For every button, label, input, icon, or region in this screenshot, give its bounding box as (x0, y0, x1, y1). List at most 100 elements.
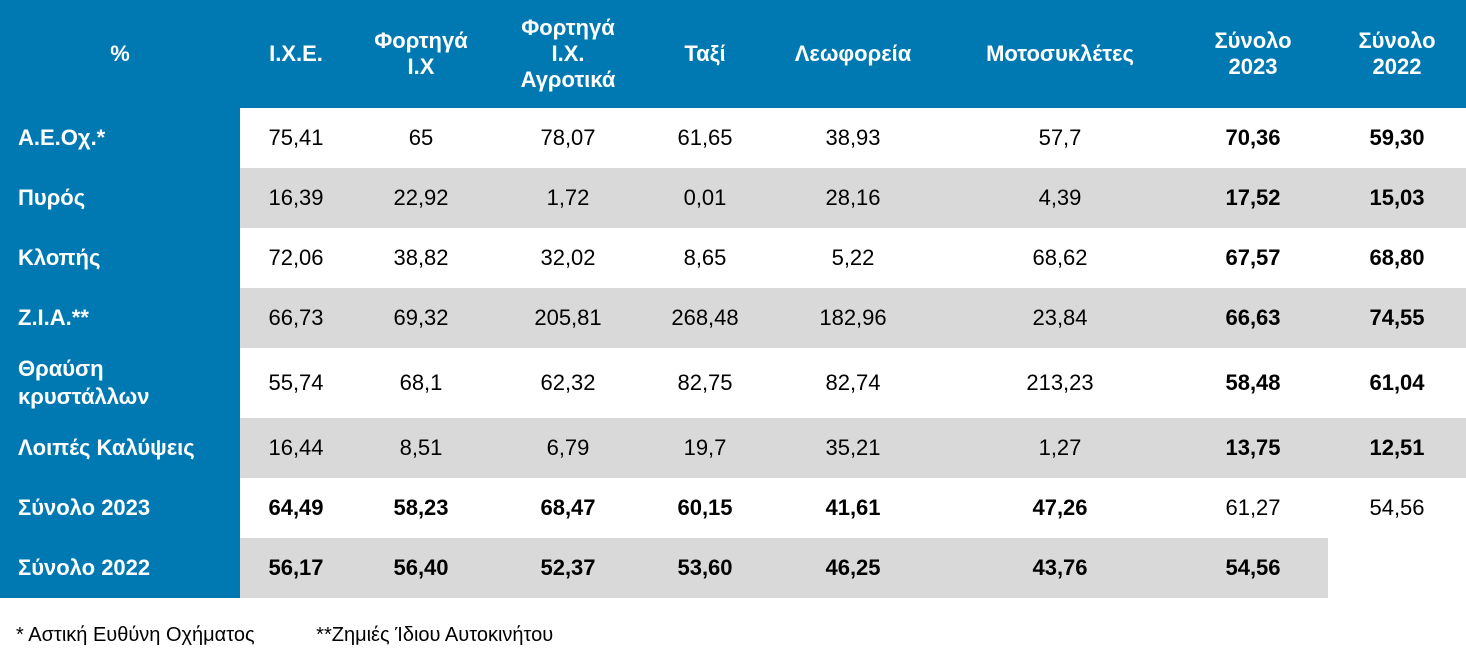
table-cell: 61,04 (1328, 348, 1466, 418)
table-cell: 1,72 (490, 168, 646, 228)
column-header: Λεωφορεία (764, 0, 942, 108)
table-cell: 61,65 (646, 108, 764, 168)
table-cell: 4,39 (942, 168, 1178, 228)
loss-ratio-table-container: % Ι.Χ.Ε. Φορτηγά Ι.Χ Φορτηγά Ι.Χ. Αγροτικά Ταξί… (0, 0, 1466, 598)
column-header-text: Μοτοσυκλέτες (986, 41, 1134, 66)
column-header-text: Ταξί (684, 41, 726, 66)
table-cell: 28,16 (764, 168, 942, 228)
table-cell: 53,60 (646, 538, 764, 598)
table-row: Πυρός 16,39 22,92 1,72 0,01 28,16 4,39 17,52 15,… (0, 168, 1466, 228)
column-header: Σύνολο 2022 (1328, 0, 1466, 108)
column-header: Φορτηγά Ι.Χ. Αγροτικά (490, 0, 646, 108)
table-cell: 23,84 (942, 288, 1178, 348)
table-cell: 78,07 (490, 108, 646, 168)
table-cell (1328, 538, 1466, 598)
table-cell: 66,73 (240, 288, 352, 348)
table-cell: 5,22 (764, 228, 942, 288)
column-header-text: 2022 (1372, 54, 1422, 79)
table-cell: 8,65 (646, 228, 764, 288)
table-cell: 65 (352, 108, 490, 168)
loss-ratio-table: % Ι.Χ.Ε. Φορτηγά Ι.Χ Φορτηγά Ι.Χ. Αγροτικά Ταξί… (0, 0, 1466, 598)
column-header-text: Φορτηγά (374, 28, 468, 53)
row-label-text: Σύνολο 2023 (18, 495, 151, 520)
table-cell: 56,17 (240, 538, 352, 598)
column-header: Φορτηγά Ι.Χ (352, 0, 490, 108)
table-cell: 19,7 (646, 418, 764, 478)
table-cell: 64,49 (240, 478, 352, 538)
table-cell: 74,55 (1328, 288, 1466, 348)
column-header: Μοτοσυκλέτες (942, 0, 1178, 108)
row-label-text: Πυρός (18, 185, 86, 210)
table-cell: 268,48 (646, 288, 764, 348)
row-label: Κλοπής (0, 228, 240, 288)
table-cell: 205,81 (490, 288, 646, 348)
table-cell: 67,57 (1178, 228, 1328, 288)
table-cell: 61,27 (1178, 478, 1328, 538)
table-cell: 43,76 (942, 538, 1178, 598)
table-cell: 41,61 (764, 478, 942, 538)
row-label: Σύνολο 2023 (0, 478, 240, 538)
table-cell: 13,75 (1178, 418, 1328, 478)
table-row: Σύνολο 2023 64,49 58,23 68,47 60,15 41,61 47,2… (0, 478, 1466, 538)
table-cell: 47,26 (942, 478, 1178, 538)
column-header-text: Ι.Χ. (551, 41, 585, 66)
row-label-text: Θραύση (18, 356, 104, 381)
table-row: Λοιπές Καλύψεις 16,44 8,51 6,79 19,7 35,21 1,2… (0, 418, 1466, 478)
column-header: % (0, 0, 240, 108)
table-cell: 60,15 (646, 478, 764, 538)
row-label: Ζ.Ι.Α.** (0, 288, 240, 348)
table-row: Σύνολο 2022 56,17 56,40 52,37 53,60 46,25 43,7… (0, 538, 1466, 598)
row-label: Α.Ε.Οχ.* (0, 108, 240, 168)
row-label-text: Σύνολο 2022 (18, 555, 151, 580)
table-row: Κλοπής 72,06 38,82 32,02 8,65 5,22 68,62 67,57 6… (0, 228, 1466, 288)
table-cell: 70,36 (1178, 108, 1328, 168)
table-cell: 213,23 (942, 348, 1178, 418)
table-cell: 15,03 (1328, 168, 1466, 228)
table-cell: 55,74 (240, 348, 352, 418)
column-header: Ταξί (646, 0, 764, 108)
row-label-text: Κλοπής (18, 245, 101, 270)
table-cell: 57,7 (942, 108, 1178, 168)
table-cell: 8,51 (352, 418, 490, 478)
table-cell: 46,25 (764, 538, 942, 598)
table-cell: 58,48 (1178, 348, 1328, 418)
column-header-text: 2023 (1228, 54, 1278, 79)
row-label-text: Λοιπές Καλύψεις (18, 435, 195, 460)
table-cell: 59,30 (1328, 108, 1466, 168)
row-label: Πυρός (0, 168, 240, 228)
column-header-text: Ι.Χ (407, 54, 435, 79)
row-label-text: κρυστάλλων (18, 384, 150, 409)
table-cell: 68,62 (942, 228, 1178, 288)
column-header-text: Ι.Χ.Ε. (269, 41, 323, 66)
table-cell: 68,1 (352, 348, 490, 418)
footnotes: * Αστική Ευθύνη Οχήματος **Ζημιές Ίδιου … (16, 624, 553, 647)
table-cell: 82,74 (764, 348, 942, 418)
column-header-text: Αγροτικά (520, 67, 616, 92)
table-row: Α.Ε.Οχ.* 75,41 65 78,07 61,65 38,93 57,7 70,36 5… (0, 108, 1466, 168)
table-cell: 75,41 (240, 108, 352, 168)
table-cell: 12,51 (1328, 418, 1466, 478)
table-cell: 1,27 (942, 418, 1178, 478)
row-label: Λοιπές Καλύψεις (0, 418, 240, 478)
column-header-text: % (110, 41, 130, 66)
table-row: Θραύση κρυστάλλων 55,74 68,1 62,32 82,75 82,74… (0, 348, 1466, 418)
footnote-civil-liability: * Αστική Ευθύνη Οχήματος (16, 624, 255, 646)
column-header: Ι.Χ.Ε. (240, 0, 352, 108)
table-cell: 68,47 (490, 478, 646, 538)
table-cell: 72,06 (240, 228, 352, 288)
table-cell: 16,44 (240, 418, 352, 478)
table-cell: 17,52 (1178, 168, 1328, 228)
row-label: Σύνολο 2022 (0, 538, 240, 598)
table-body: Α.Ε.Οχ.* 75,41 65 78,07 61,65 38,93 57,7 70,36 5… (0, 108, 1466, 598)
row-label: Θραύση κρυστάλλων (0, 348, 240, 418)
table-cell: 0,01 (646, 168, 764, 228)
column-header-text: Λεωφορεία (794, 41, 912, 66)
table-cell: 82,75 (646, 348, 764, 418)
table-cell: 66,63 (1178, 288, 1328, 348)
header-row: % Ι.Χ.Ε. Φορτηγά Ι.Χ Φορτηγά Ι.Χ. Αγροτικά Ταξί… (0, 0, 1466, 108)
table-cell: 182,96 (764, 288, 942, 348)
table-cell: 22,92 (352, 168, 490, 228)
table-cell: 69,32 (352, 288, 490, 348)
column-header-text: Φορτηγά (521, 15, 615, 40)
table-cell: 56,40 (352, 538, 490, 598)
